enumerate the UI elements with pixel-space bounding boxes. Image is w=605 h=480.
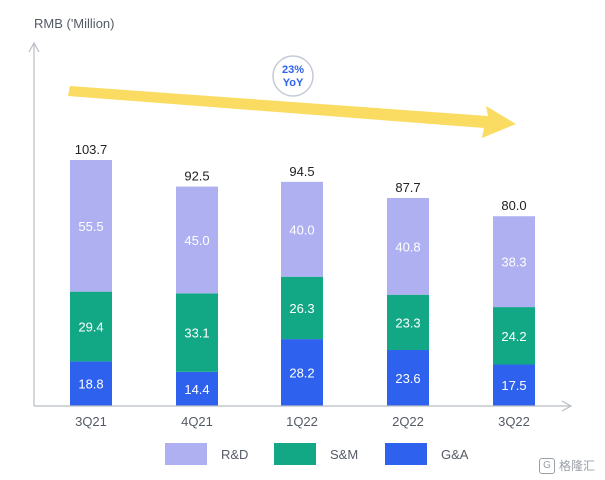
bar-rd-4Q21 — [176, 186, 218, 294]
bar-ga-3Q21 — [70, 361, 112, 406]
bar-rd-2Q22 — [387, 197, 429, 295]
bar-sm-4Q21 — [176, 293, 218, 372]
data-label-rd-4Q21: 45.0 — [184, 233, 209, 248]
x-tick-label-3Q22: 3Q22 — [498, 414, 530, 429]
data-label-ga-4Q21: 14.4 — [184, 382, 209, 397]
total-label-3Q22: 80.0 — [501, 198, 526, 213]
data-label-rd-2Q22: 40.8 — [395, 239, 420, 254]
x-axis-arrow-icon — [561, 400, 573, 412]
legend-item-ga: G&A — [385, 443, 468, 465]
legend-item-rd: R&D — [165, 443, 248, 465]
total-label-3Q21: 103.7 — [75, 142, 108, 157]
data-label-sm-2Q22: 23.3 — [395, 315, 420, 330]
legend-label-rd: R&D — [221, 446, 249, 462]
legend: R&D S&M G&A — [0, 443, 605, 467]
bar-rd-1Q22 — [281, 181, 323, 277]
data-label-ga-3Q22: 17.5 — [501, 378, 526, 393]
data-label-sm-4Q21: 33.1 — [184, 326, 209, 341]
data-label-rd-3Q22: 38.3 — [501, 255, 526, 270]
y-axis-title: RMB ('Million) — [34, 16, 115, 31]
yoy-badge-value: 23% — [282, 64, 304, 76]
total-label-1Q22: 94.5 — [289, 164, 314, 179]
total-label-4Q21: 92.5 — [184, 169, 209, 184]
bar-sm-1Q22 — [281, 276, 323, 340]
gelonghui-logo-icon: G — [538, 457, 555, 474]
data-label-rd-3Q21: 55.5 — [78, 219, 103, 234]
data-label-sm-3Q21: 29.4 — [78, 320, 103, 335]
total-label-2Q22: 87.7 — [395, 180, 420, 195]
bar-sm-3Q21 — [70, 291, 112, 362]
legend-swatch-ga — [385, 443, 427, 465]
trend-arrow-icon — [68, 86, 516, 138]
y-axis-arrow-icon — [28, 41, 40, 53]
bar-sm-3Q22 — [493, 307, 535, 365]
yoy-badge-circle — [272, 55, 314, 97]
legend-swatch-rd — [165, 443, 207, 465]
data-label-rd-1Q22: 40.0 — [289, 222, 314, 237]
yoy-badge-label: YoY — [283, 77, 304, 89]
bar-rd-3Q21 — [70, 160, 112, 292]
bar-ga-3Q22 — [493, 364, 535, 406]
legend-label-sm: S&M — [330, 446, 359, 462]
data-label-ga-3Q21: 18.8 — [78, 377, 103, 392]
bar-ga-4Q21 — [176, 371, 218, 406]
data-label-sm-1Q22: 26.3 — [289, 301, 314, 316]
data-label-ga-2Q22: 23.6 — [395, 371, 420, 386]
x-tick-label-4Q21: 4Q21 — [181, 414, 213, 429]
bar-rd-3Q22 — [493, 216, 535, 308]
x-tick-label-1Q22: 1Q22 — [286, 414, 318, 429]
data-label-ga-1Q22: 28.2 — [289, 366, 314, 381]
legend-label-ga: G&A — [441, 446, 469, 462]
watermark-text: 格隆汇 — [558, 459, 595, 473]
bar-ga-1Q22 — [281, 339, 323, 406]
watermark: G 格隆汇 — [538, 457, 595, 474]
bar-sm-2Q22 — [387, 294, 429, 351]
bar-ga-2Q22 — [387, 350, 429, 406]
data-label-sm-3Q22: 24.2 — [501, 329, 526, 344]
legend-item-sm: S&M — [274, 443, 358, 465]
legend-swatch-sm — [274, 443, 316, 465]
x-tick-label-3Q21: 3Q21 — [75, 414, 107, 429]
x-tick-label-2Q22: 2Q22 — [392, 414, 424, 429]
